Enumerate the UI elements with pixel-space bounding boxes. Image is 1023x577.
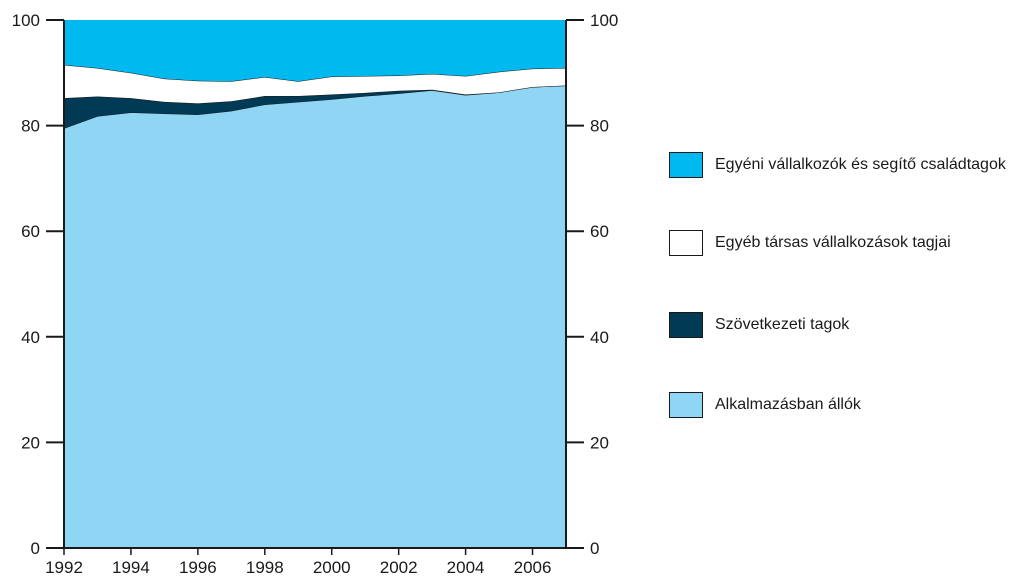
right-y-tick-label: 20 (590, 433, 609, 452)
right-y-tick-label: 0 (590, 539, 599, 558)
x-tick-label: 2000 (313, 558, 351, 577)
y-tick-label: 0 (31, 539, 40, 558)
right-y-tick-label: 60 (590, 222, 609, 241)
x-tick-label: 1994 (112, 558, 150, 577)
legend-item-egyeni-vallalkozok-es-segito-csaladtagok: Egyéni vállalkozók és segítő családtagok (669, 152, 1006, 178)
area-szovetkezeti-tagok (64, 85, 566, 129)
legend: Egyéni vállalkozók és segítő családtagok… (669, 0, 1019, 577)
x-tick-label: 1998 (246, 558, 284, 577)
right-y-tick-label: 80 (590, 117, 609, 136)
right-y-tick-label: 100 (590, 11, 618, 30)
stacked-areas (63, 20, 567, 548)
area-egyeni-vallalkozok-es-segito-csaladtagok (64, 20, 566, 82)
legend-swatch (669, 152, 703, 178)
legend-label: Egyéb társas vállalkozások tagjai (715, 234, 951, 251)
y-tick-label: 60 (21, 222, 40, 241)
legend-item-egyeb-tarsas-vallalkozasok-tagjai: Egyéb társas vállalkozások tagjai (669, 230, 951, 256)
legend-item-alkalmazasban-allok: Alkalmazásban állók (669, 392, 861, 418)
legend-swatch (669, 312, 703, 338)
y-tick-label: 20 (21, 433, 40, 452)
area-alkalmazasban-allok (64, 85, 566, 548)
x-tick-label: 1992 (45, 558, 83, 577)
legend-swatch (669, 230, 703, 256)
legend-item-szovetkezeti-tagok: Szövetkezeti tagok (669, 312, 849, 338)
x-tick-label: 1996 (179, 558, 217, 577)
left-y-axis-ticks: 0 20 40 60 80 100 (12, 11, 64, 558)
y-tick-label: 100 (12, 11, 40, 30)
legend-label: Egyéni vállalkozók és segítő családtagok (715, 156, 1006, 173)
axes (63, 20, 567, 549)
legend-label: Szövetkezeti tagok (715, 316, 850, 333)
x-tick-label: 2006 (514, 558, 552, 577)
x-axis-ticks: 1992 1994 1996 1998 2000 2002 2004 2006 (45, 548, 551, 577)
x-tick-label: 2004 (447, 558, 485, 577)
x-tick-label: 2002 (380, 558, 418, 577)
right-y-axis-ticks: 0 20 40 60 80 100 (566, 11, 618, 558)
y-tick-label: 40 (21, 328, 40, 347)
right-y-tick-label: 40 (590, 328, 609, 347)
y-tick-label: 80 (21, 117, 40, 136)
legend-label: Alkalmazásban állók (715, 396, 861, 413)
legend-swatch (669, 392, 703, 418)
